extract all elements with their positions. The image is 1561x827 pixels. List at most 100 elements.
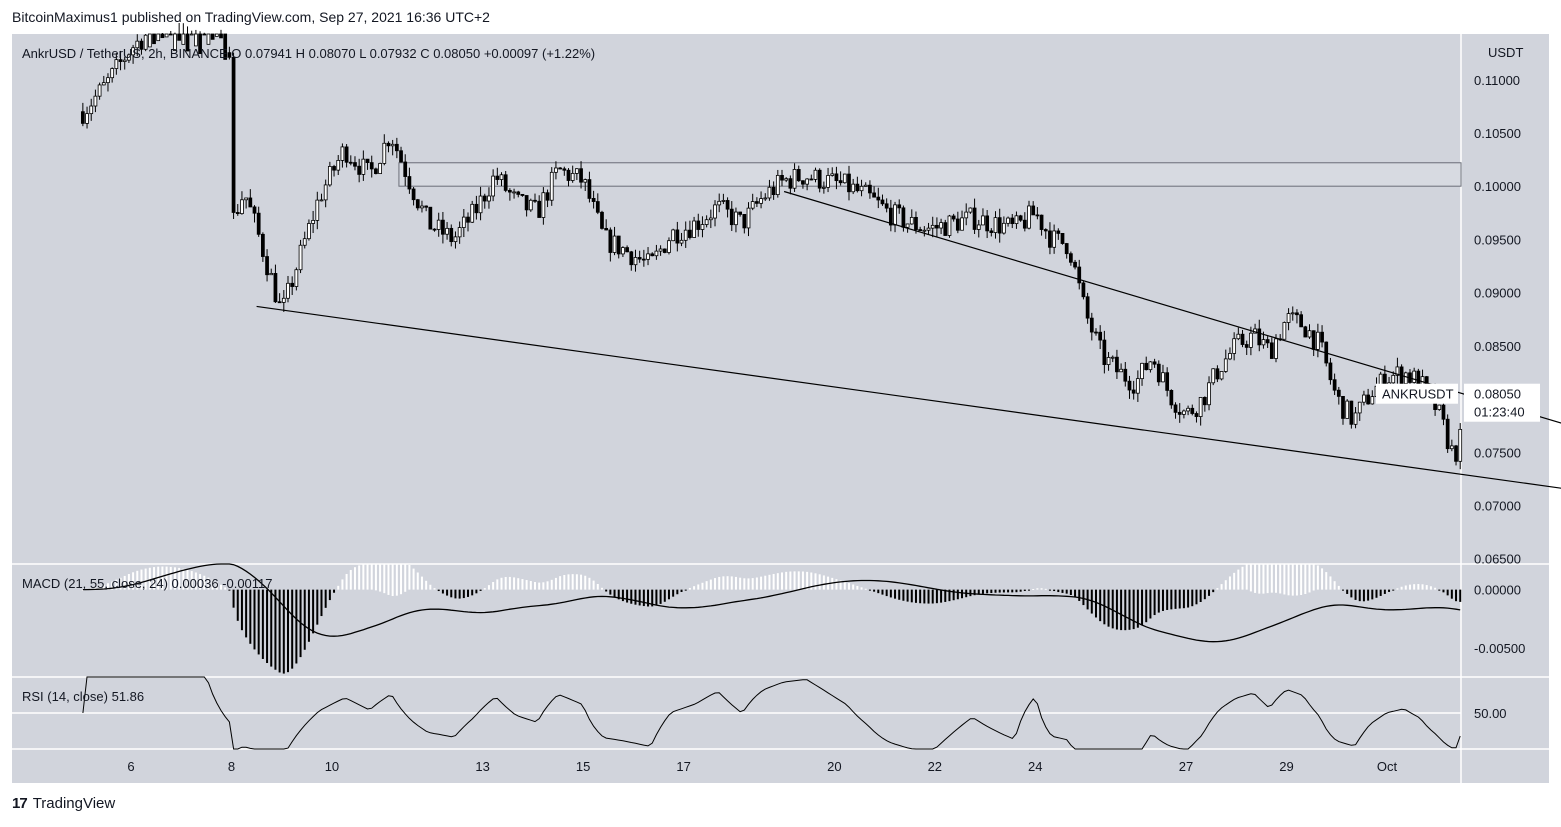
macd-histogram-bar	[525, 580, 528, 590]
candle-body	[1353, 412, 1358, 425]
macd-histogram-bar	[684, 589, 687, 591]
candle-body	[311, 219, 315, 224]
candle-body	[185, 33, 190, 52]
price-pane	[12, 34, 1461, 564]
price-tick-label: 0.07500	[1474, 445, 1521, 460]
macd-histogram-bar	[513, 577, 516, 590]
candle-body	[1282, 322, 1287, 340]
macd-histogram-bar	[1375, 589, 1378, 598]
macd-histogram-bar	[868, 589, 871, 591]
candle-body	[1018, 215, 1023, 221]
candle-body	[566, 169, 571, 181]
macd-histogram-bar	[353, 567, 356, 590]
candle-body	[1295, 312, 1299, 316]
candle-body	[1148, 361, 1153, 371]
macd-histogram-bar	[211, 579, 214, 590]
price-tick-label: 0.11000	[1474, 73, 1520, 88]
macd-histogram-bar	[224, 587, 227, 590]
macd-histogram-bar	[1011, 589, 1014, 593]
macd-histogram-bar	[1396, 588, 1399, 590]
price-tick-label: 0.09000	[1474, 286, 1521, 301]
candle-body	[1332, 379, 1337, 391]
macd-histogram-bar	[1224, 580, 1227, 590]
macd-histogram-bar	[1120, 589, 1123, 631]
candle-body	[545, 192, 550, 201]
macd-histogram-bar	[1350, 589, 1353, 598]
candle-body	[746, 207, 751, 229]
candle-body	[445, 227, 449, 235]
candle-body	[708, 217, 713, 221]
macd-histogram-bar	[333, 589, 336, 593]
candle-body	[1085, 296, 1090, 319]
macd-histogram-bar	[136, 570, 139, 590]
macd-histogram-bar	[199, 574, 202, 590]
candle-body	[1228, 353, 1232, 360]
candle-body	[453, 236, 458, 243]
macd-histogram-bar	[797, 571, 800, 590]
candle-body	[1073, 261, 1077, 268]
candle-body	[901, 207, 906, 228]
candle-body	[1249, 332, 1253, 348]
macd-histogram-bar	[387, 564, 390, 595]
macd-histogram-bar	[1354, 589, 1357, 600]
candle-body	[822, 186, 826, 189]
candle-body	[1240, 333, 1245, 345]
macd-histogram-bar	[1408, 584, 1411, 590]
candle-body	[1449, 445, 1454, 450]
time-axis-pane	[12, 749, 1461, 783]
resistance-box	[398, 162, 1462, 187]
macd-histogram-bar	[1028, 589, 1031, 591]
macd-histogram-bar	[253, 589, 256, 650]
macd-histogram-bar	[1111, 589, 1114, 629]
macd-histogram-bar	[889, 589, 892, 598]
time-tick-label: Oct	[1377, 759, 1398, 774]
candle-body	[85, 113, 89, 124]
candle-body	[319, 199, 324, 202]
macd-histogram-bar	[688, 587, 691, 590]
candle-body	[466, 216, 470, 223]
macd-histogram-bar	[228, 589, 231, 591]
macd-histogram-bar	[1078, 589, 1081, 601]
axes-layer: USDT 0.11000 0.10500 0.10000 0.09500 0.09000 0…	[127, 45, 1540, 774]
candles-layer	[80, 23, 1463, 470]
candle-body	[528, 199, 533, 211]
macd-histogram-bar	[194, 572, 197, 590]
candle-body	[461, 216, 466, 228]
candle-body	[909, 216, 914, 225]
macd-histogram-bar	[1275, 564, 1278, 593]
macd-histogram-bar	[1166, 589, 1169, 610]
macd-histogram-bar	[567, 574, 570, 590]
candle-body	[512, 191, 516, 194]
macd-histogram-bar	[521, 579, 524, 590]
tradingview-footer[interactable]: 17 TradingView	[12, 795, 115, 812]
macd-histogram-bar	[173, 567, 176, 590]
candle-body	[181, 33, 186, 45]
macd-histogram-bar	[546, 581, 549, 590]
candle-body	[658, 248, 663, 252]
candle-body	[1089, 317, 1094, 333]
candle-body	[897, 204, 902, 209]
candle-body	[935, 224, 939, 229]
macd-histogram-bar	[232, 589, 235, 608]
macd-histogram-bar	[370, 564, 373, 590]
macd-histogram-bar	[454, 589, 457, 599]
macd-histogram-bar	[1316, 565, 1319, 590]
candle-body	[1119, 368, 1123, 373]
rsi-line	[82, 676, 1461, 750]
tradingview-logo-icon: 17	[12, 795, 28, 812]
candle-body	[1395, 366, 1400, 376]
macd-histogram-bar	[1367, 589, 1370, 601]
candle-body	[683, 229, 688, 241]
candle-body	[1303, 326, 1308, 338]
candle-body	[1106, 357, 1111, 365]
candle-body	[784, 178, 789, 181]
macd-histogram-bar	[785, 571, 788, 590]
candle-body	[738, 211, 743, 215]
macd-histogram-bar	[1191, 589, 1194, 607]
candle-body	[173, 33, 177, 51]
candle-body	[847, 173, 851, 193]
macd-histogram-bar	[391, 564, 394, 597]
candle-body	[411, 188, 416, 201]
macd-histogram-bar	[111, 581, 114, 590]
